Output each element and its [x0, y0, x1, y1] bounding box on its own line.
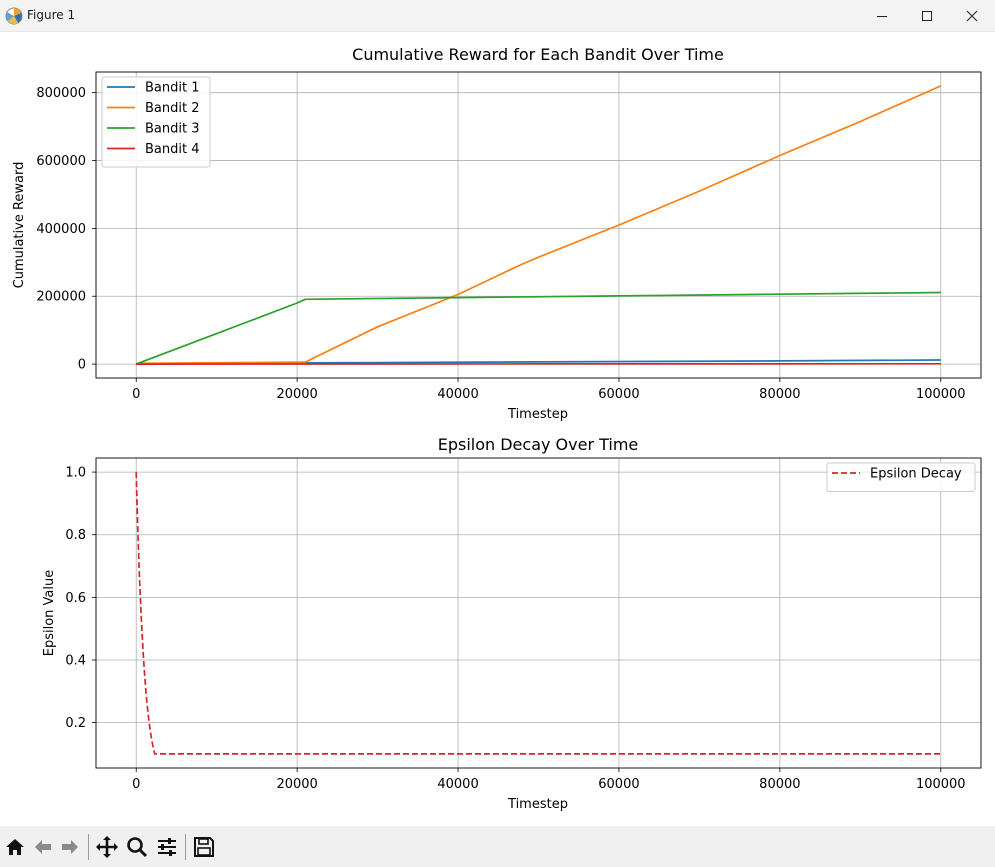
figure-canvas[interactable]: 0 20000 40000 60000 80000 1000000200000400000…: [0, 32, 995, 826]
series-line-1: [135, 472, 941, 755]
forward-icon: [62, 840, 78, 854]
x-tick-label: 20000: [276, 777, 317, 792]
window-title: Figure 1: [27, 8, 76, 22]
x-tick-label: 0: [132, 777, 140, 792]
axes-frame: [95, 71, 982, 379]
x-tick-label: 100000: [916, 777, 966, 792]
y-tick-label: 0.2: [65, 716, 86, 731]
legend-label: Bandit 2: [145, 101, 200, 116]
legend-box: [826, 462, 976, 492]
navigation-toolbar: [0, 826, 995, 867]
toolbar-separator: [88, 834, 89, 860]
legend: Bandit 1 Bandit 2 Bandit 3 Bandit 4: [101, 76, 211, 168]
home-icon: [6, 839, 24, 855]
y-tick-label: 400000: [36, 222, 86, 237]
ticks: 0 20000 40000 60000 80000 100000 0.2 0.4 0.6 0.8 1…: [65, 466, 965, 792]
close-button[interactable]: [949, 0, 995, 31]
legend-label: Bandit 4: [145, 142, 200, 157]
x-tick-label: 0: [132, 387, 140, 402]
series-line-3: [135, 291, 941, 365]
y-tick-label: 1.0: [65, 466, 86, 481]
legend: Epsilon Decay: [826, 462, 976, 492]
y-axis-label: Cumulative Reward: [12, 162, 27, 289]
maximize-icon: [922, 10, 932, 21]
y-tick-label: 600000: [36, 154, 86, 169]
legend-box: [101, 76, 211, 168]
chart-title: Epsilon Decay Over Time: [438, 435, 639, 454]
matplotlib-app-icon: [5, 7, 23, 25]
plot-area: [96, 72, 981, 378]
minimize-icon: [877, 15, 887, 17]
x-tick-label: 20000: [276, 387, 317, 402]
title-bar[interactable]: Figure 1: [0, 0, 995, 32]
axes-frame: [95, 457, 982, 769]
close-icon: [966, 10, 978, 21]
ticks: 0 20000 40000 60000 80000 100000 0 200000 400000…: [36, 86, 965, 402]
pan-button[interactable]: [94, 834, 120, 860]
back-button[interactable]: [30, 834, 56, 860]
x-tick-label: 80000: [759, 777, 800, 792]
minimize-button[interactable]: [859, 0, 905, 31]
y-tick-label: 0.8: [65, 528, 86, 543]
reward-chart: 0 20000 40000 60000 80000 100000 0 200000 400000…: [12, 45, 982, 422]
legend-label: Epsilon Decay: [870, 467, 962, 482]
back-icon: [35, 840, 51, 854]
x-tick-label: 40000: [437, 387, 478, 402]
y-tick-label: 200000: [36, 290, 86, 305]
zoom-icon: [127, 837, 148, 858]
configure-subplots-button[interactable]: [154, 834, 180, 860]
chart-title: Cumulative Reward for Each Bandit Over T…: [352, 45, 724, 64]
plot-area: [96, 458, 981, 768]
pan-icon: [96, 836, 118, 858]
home-button[interactable]: [2, 834, 28, 860]
maximize-button[interactable]: [904, 0, 950, 31]
x-tick-label: 60000: [598, 387, 639, 402]
save-button[interactable]: [191, 834, 217, 860]
series-group: [135, 85, 942, 365]
y-tick-label: 0.6: [65, 591, 86, 606]
y-tick-label: 0: [78, 358, 86, 373]
epsilon-chart: 0 20000 40000 60000 80000 100000 0.2 0.4 0.6 0.8 1…: [42, 435, 982, 812]
x-tick-label: 60000: [598, 777, 639, 792]
save-icon: [194, 837, 214, 857]
forward-button[interactable]: [57, 834, 83, 860]
x-tick-label: 80000: [759, 387, 800, 402]
configure-subplots-icon: [158, 838, 176, 856]
toolbar-separator: [185, 834, 186, 860]
grid: [96, 458, 981, 768]
x-axis-label: Timestep: [507, 407, 568, 422]
legend-label: Bandit 3: [145, 122, 200, 137]
x-axis-label: Timestep: [507, 797, 568, 812]
y-tick-label: 800000: [36, 86, 86, 101]
legend-label: Bandit 1: [145, 81, 200, 96]
x-tick-label: 40000: [437, 777, 478, 792]
zoom-button[interactable]: [124, 834, 150, 860]
y-tick-label: 0.4: [65, 653, 86, 668]
y-axis-label: Epsilon Value: [42, 570, 57, 657]
series-group: [135, 472, 941, 755]
x-tick-label: 100000: [916, 387, 966, 402]
series-line-2: [136, 85, 942, 365]
